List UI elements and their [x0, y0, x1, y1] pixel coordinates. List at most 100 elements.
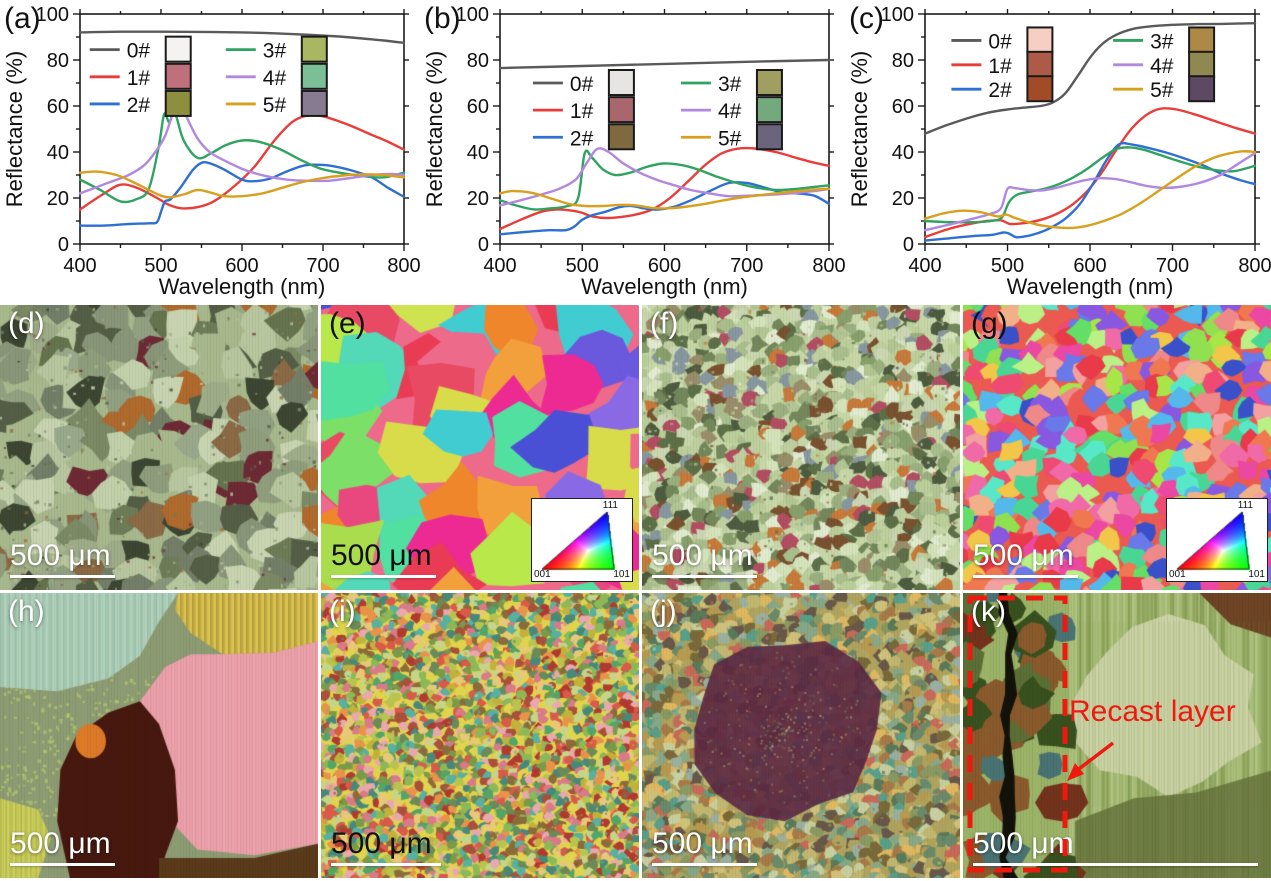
ipf-color-key-inset: 111 001 101 [531, 498, 633, 582]
svg-text:3#: 3# [1150, 30, 1174, 53]
micrograph-panel-j: (j) 500 μm [642, 593, 960, 878]
ipf-triangle [1167, 499, 1267, 581]
ipf-label-001: 001 [534, 569, 551, 580]
chart-b-plot: 400 500 600 700 800 0 20 40 60 80 100 Wavelength (n… [422, 4, 845, 299]
charts-row: (a) 400 500 600 700 800 0 20 40 60 80 100 Wavelengt… [0, 0, 1271, 302]
svg-text:Reflectance (%): Reflectance (%) [847, 51, 872, 208]
svg-text:500: 500 [991, 255, 1024, 277]
svg-text:3#: 3# [263, 40, 287, 63]
svg-text:0#: 0# [570, 73, 594, 96]
scalebar-text-g: 500 μm [973, 538, 1074, 572]
micrograph-panel-h: (h) 500 μm [0, 593, 318, 878]
svg-text:400: 400 [63, 255, 96, 277]
chart-a-reflectance: (a) 400 500 600 700 800 0 20 40 60 80 100 Wavelengt… [0, 0, 420, 302]
svg-text:500: 500 [144, 255, 177, 277]
svg-text:100: 100 [456, 4, 489, 26]
scalebar-line-f [652, 575, 757, 578]
ipf-label-111: 111 [602, 500, 618, 511]
svg-text:700: 700 [306, 255, 339, 277]
ipf-color-key-inset: 111 001 101 [1166, 498, 1268, 582]
scalebar-text-d: 500 μm [10, 538, 111, 572]
svg-text:0: 0 [58, 234, 69, 256]
svg-text:0: 0 [478, 234, 489, 256]
scalebar-text-f: 500 μm [652, 538, 753, 572]
scalebar-text-k: 500 μm [973, 826, 1074, 860]
svg-text:5#: 5# [718, 127, 742, 150]
ipf-label-001: 001 [1169, 569, 1186, 580]
svg-text:60: 60 [892, 96, 914, 118]
svg-text:0: 0 [903, 234, 914, 256]
micrograph-image-f [642, 305, 960, 590]
svg-text:80: 80 [892, 50, 914, 72]
micrograph-image-j [642, 593, 960, 878]
panel-tag-k: (k) [971, 595, 1006, 628]
scalebar-d: 500 μm [10, 538, 115, 578]
panel-tag-b: (b) [424, 2, 461, 35]
scalebar-e: 500 μm [331, 538, 436, 578]
svg-text:600: 600 [648, 255, 681, 277]
panel-tag-c: (c) [849, 2, 884, 35]
svg-text:1#: 1# [570, 100, 594, 123]
svg-text:1#: 1# [988, 55, 1012, 78]
svg-text:4#: 4# [718, 100, 742, 123]
scalebar-text-h: 500 μm [10, 826, 111, 860]
micrograph-image-i [321, 593, 639, 878]
svg-text:700: 700 [1156, 255, 1189, 277]
chart-a-plot: 400 500 600 700 800 0 20 40 60 80 100 Wavelength (n… [2, 4, 420, 299]
scalebar-text-j: 500 μm [652, 826, 753, 860]
svg-text:Reflectance (%): Reflectance (%) [2, 51, 27, 208]
ipf-label-101: 101 [613, 569, 630, 580]
scalebar-k: 500 μm [973, 826, 1258, 866]
svg-text:2#: 2# [988, 79, 1012, 102]
svg-text:2#: 2# [570, 127, 594, 150]
svg-text:20: 20 [47, 188, 69, 210]
svg-text:600: 600 [1073, 255, 1106, 277]
svg-text:1#: 1# [127, 67, 151, 90]
svg-text:Wavelength (nm): Wavelength (nm) [159, 274, 326, 299]
micrograph-panel-g: (g) 500 μm 111 001 101 [963, 305, 1271, 590]
scalebar-line-j [652, 863, 757, 866]
micrograph-panel-i: (i) 500 μm [321, 593, 639, 878]
svg-text:80: 80 [47, 50, 69, 72]
svg-text:60: 60 [467, 96, 489, 118]
micrograph-panel-e: (e) 500 μm 111 001 101 [321, 305, 639, 590]
svg-text:700: 700 [730, 255, 763, 277]
panel-tag-e: (e) [329, 307, 366, 340]
chart-b-reflectance: (b) 400 500 600 700 800 0 20 40 60 80 100 Wavelengt… [420, 0, 845, 302]
panel-tag-a: (a) [4, 2, 41, 35]
panel-tag-j: (j) [650, 595, 677, 628]
scalebar-i: 500 μm [331, 826, 441, 866]
svg-text:Reflectance (%): Reflectance (%) [422, 51, 447, 208]
scalebar-g: 500 μm [973, 538, 1078, 578]
scalebar-line-g [973, 575, 1078, 578]
ipf-label-101: 101 [1248, 569, 1265, 580]
svg-text:5#: 5# [1150, 79, 1174, 102]
scalebar-line-e [331, 575, 436, 578]
svg-text:20: 20 [892, 188, 914, 210]
svg-text:800: 800 [1238, 255, 1271, 277]
svg-text:500: 500 [566, 255, 599, 277]
scalebar-line-h [10, 863, 115, 866]
svg-text:800: 800 [387, 255, 420, 277]
svg-text:40: 40 [467, 142, 489, 164]
scalebar-text-e: 500 μm [331, 538, 432, 572]
micrograph-panel-f: (f) 500 μm [642, 305, 960, 590]
svg-text:Wavelength (nm): Wavelength (nm) [581, 274, 748, 299]
scalebar-j: 500 μm [652, 826, 757, 866]
scalebar-text-i: 500 μm [331, 826, 432, 860]
micrograph-panel-d: (d) 500 μm [0, 305, 318, 590]
svg-text:80: 80 [467, 50, 489, 72]
svg-text:5#: 5# [263, 94, 287, 117]
svg-text:40: 40 [47, 142, 69, 164]
scalebar-h: 500 μm [10, 826, 115, 866]
micrograph-image-h [0, 593, 318, 878]
scalebar-line-d [10, 575, 115, 578]
scalebar-f: 500 μm [652, 538, 757, 578]
svg-text:100: 100 [36, 4, 69, 26]
ipf-triangle [532, 499, 632, 581]
recast-layer-label: Recast layer [1069, 695, 1236, 728]
panel-tag-i: (i) [329, 595, 356, 628]
svg-text:40: 40 [892, 142, 914, 164]
svg-text:4#: 4# [263, 67, 287, 90]
